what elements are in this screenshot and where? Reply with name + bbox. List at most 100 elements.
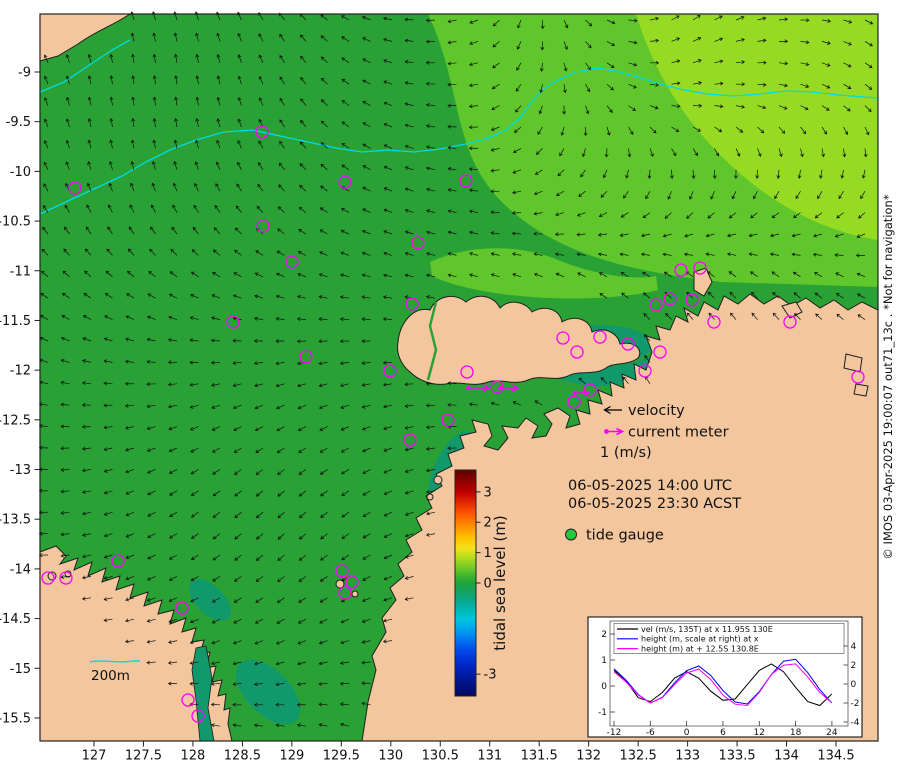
lat-tick-label: -14 (10, 562, 31, 577)
lat-tick-label: -15.5 (0, 711, 31, 726)
current-meter-marker (460, 365, 474, 379)
lon-tick-label: 134 (774, 749, 799, 764)
inset-right-tick-label: -2 (851, 699, 860, 709)
watermark-text: © IMOS 03-Apr-2025 19:00:07 out71_13c . … (881, 194, 895, 559)
current-meter-marker (621, 337, 635, 351)
inset-right-tick-label: 4 (851, 642, 857, 652)
current-meter-marker (68, 181, 82, 195)
inset-left-tick-label: 0 (601, 682, 607, 692)
current-meter-marker (693, 261, 707, 275)
current-meter-marker (459, 174, 473, 188)
lat-tick-label: -13 (10, 463, 31, 478)
lat-tick-label: -13.5 (0, 513, 31, 528)
ocean-mid-tongue (430, 248, 658, 299)
lon-tick-label: 132 (576, 749, 601, 764)
inset-x-tick-label: 0 (684, 728, 690, 738)
lon-tick-label: 128.5 (224, 749, 261, 764)
lon-tick-label: 127.5 (125, 749, 162, 764)
land-timor-tip (39, 13, 132, 62)
current-meter-marker (490, 380, 504, 394)
velocity-arrows-path (38, 11, 874, 728)
lon-tick-label: 129 (279, 749, 304, 764)
lon-tick-label: 130 (378, 749, 403, 764)
current-meter-marker (226, 315, 240, 329)
current-meter-marker (181, 693, 195, 707)
current-meter-marker (41, 571, 55, 585)
lat-tick-label: -9.5 (6, 115, 31, 130)
ocean-bright-region (636, 14, 878, 240)
lat-tick-label: -9 (18, 66, 31, 81)
colorbar: 3 2 1 0 -3 tidal sea level (m) (454, 469, 509, 697)
inset-plot-area (609, 620, 849, 727)
current-meter-marker (256, 219, 270, 233)
current-meter-marker (411, 236, 425, 250)
colorbar-gradient-bar (454, 469, 477, 697)
current-meter-marker (441, 413, 455, 427)
current-meter-marker (191, 709, 205, 723)
island-east-2 (853, 383, 869, 397)
inset-right-tick-label: 0 (851, 680, 857, 690)
velocity-arrow-field (38, 11, 874, 728)
current-meter-marker (556, 331, 570, 345)
lon-tick-label: 133.5 (718, 749, 755, 764)
lon-tick-label: 129.5 (323, 749, 360, 764)
current-meter-marker (649, 298, 663, 312)
current-meter-marker (255, 125, 269, 139)
current-meter-marker (674, 263, 688, 277)
current-meter-marker (403, 433, 417, 447)
current-meter-marker (663, 292, 677, 306)
current-meter-markers (41, 125, 865, 723)
timestamp-acst: 06-05-2025 23:30 ACST (568, 496, 741, 512)
current-meter-icon (606, 427, 625, 436)
current-meter-marker (338, 586, 352, 600)
inset-series-lines (613, 658, 833, 707)
current-meter-vector (500, 384, 520, 392)
current-meter-label: current meter (628, 425, 729, 441)
current-meter-marker (111, 554, 125, 568)
island-tiwi (397, 295, 641, 385)
colorbar-tick-label: 1 (484, 546, 492, 561)
lon-tick-label: 128 (181, 749, 206, 764)
current-meter-marker (59, 571, 73, 585)
longitude-axis: 127 127.5 128 128.5 129 129.5 130 130.5 131 131.5… (82, 741, 855, 764)
inset-left-tick-label: 2 (601, 630, 607, 640)
inset-series-line (613, 663, 833, 707)
lon-tick-label: 131.5 (521, 749, 558, 764)
lon-tick-label: 131 (477, 749, 502, 764)
latitude-axis: -9 -9.5 -10 -10.5 -11 -11.5 -12 -12.5 -13 -13.5 -1… (0, 66, 40, 726)
lat-tick-label: -14.5 (0, 612, 31, 627)
lon-tick-label: 130.5 (422, 749, 459, 764)
island-peron-2 (426, 493, 434, 501)
map-legend: velocity current meter 1 (m/s) 06-05-202… (565, 403, 741, 544)
current-meter-vector (575, 389, 591, 397)
lon-tick-label: 133 (675, 749, 700, 764)
current-meter-marker (783, 315, 797, 329)
lon-tick-label: 127 (82, 749, 107, 764)
current-meter-marker (338, 175, 352, 189)
tide-gauge-label: tide gauge (586, 528, 664, 544)
current-meter-marker (285, 255, 299, 269)
current-meter-marker (685, 293, 699, 307)
island-gulf-2 (351, 590, 359, 598)
current-meter-marker (653, 345, 667, 359)
colorbar-ticks: 3 2 1 0 -3 (476, 485, 496, 683)
inset-x-tick-label: -12 (607, 728, 622, 738)
inset-x-tick-label: 12 (754, 728, 765, 738)
lon-tick-label: 134.5 (817, 749, 854, 764)
ocean-teal-gulf-bottom (235, 659, 301, 725)
contour-key-line (89, 660, 140, 663)
lat-tick-label: -11.5 (0, 314, 31, 329)
velocity-label: velocity (628, 403, 685, 419)
inset-left-tick-label: -1 (598, 708, 607, 718)
island-peron-1 (433, 475, 443, 485)
island-gulf-1 (335, 579, 345, 589)
lat-tick-label: -15 (10, 662, 31, 677)
lat-tick-label: -12 (10, 364, 31, 379)
contour-200m-main (39, 67, 879, 215)
current-meter-marker (405, 297, 419, 311)
inset-x-tick-label: 6 (720, 728, 726, 738)
lat-tick-label: -11 (10, 264, 31, 279)
